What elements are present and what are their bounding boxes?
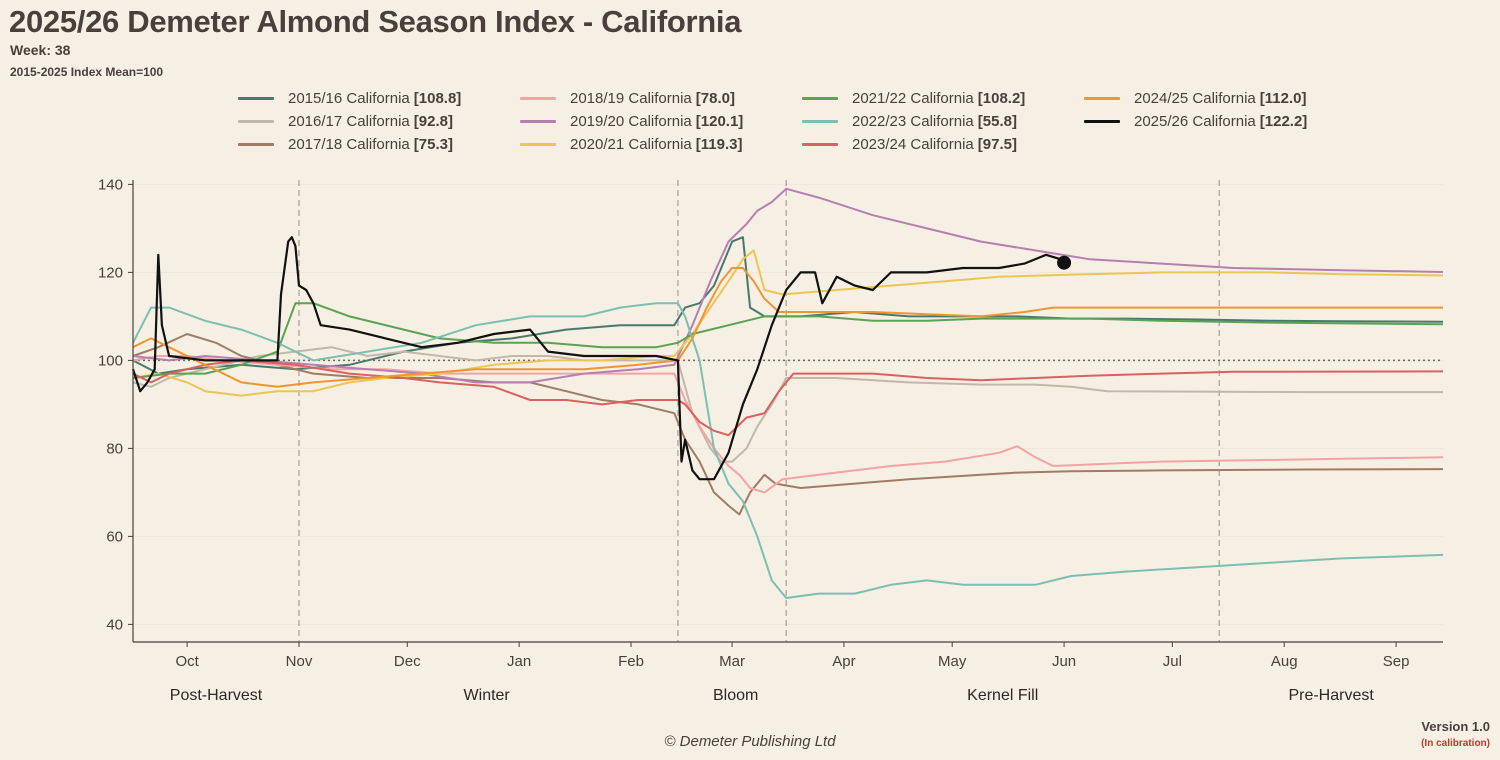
legend-swatch [1084,119,1120,123]
series-line-9 [132,267,1443,388]
phase-label: Bloom [713,687,758,704]
x-tick-label: Aug [1271,653,1298,670]
legend-swatch [802,96,838,100]
legend-swatch [238,119,274,123]
legend-series-name: 2016/17 California [288,112,410,130]
y-tick-label: 100 [98,352,123,369]
legend-series-value: [119.3] [695,135,743,153]
phase-label: Kernel Fill [967,687,1038,704]
chart-title: 2025/26 Demeter Almond Season Index - Ca… [9,4,742,39]
series-line-0 [132,236,1444,375]
x-tick-label: Nov [286,653,313,670]
x-tick-label: Jan [507,653,531,670]
legend-item: 2023/24 California [97.5] [802,133,1017,155]
legend-series-name: 2025/26 California [1134,112,1256,130]
x-tick-label: May [938,653,967,670]
phase-label: Pre-Harvest [1288,687,1374,704]
legend-item: 2022/23 California [55.8] [802,110,1017,132]
legend-series-name: 2019/20 California [570,112,692,130]
legend-swatch [802,142,838,146]
legend-series-value: [55.8] [977,112,1017,130]
legend-item: 2025/26 California [122.2] [1084,110,1307,132]
legend-series-name: 2015/16 California [288,89,410,107]
legend-swatch [520,96,556,100]
x-tick-label: Apr [832,653,855,670]
y-tick-label: 80 [106,440,123,457]
legend: 2015/16 California [108.8] 2016/17 Califor… [238,88,1418,160]
legend-series-name: 2017/18 California [288,135,410,153]
x-tick-label: Jul [1163,653,1182,670]
legend-series-name: 2020/21 California [570,135,692,153]
legend-swatch [802,119,838,123]
x-tick-label: Sep [1383,653,1410,670]
series-line-8 [132,359,1444,437]
legend-series-value: [108.8] [413,89,462,107]
legend-series-value: [78.0] [695,89,735,107]
legend-item: 2015/16 California [108.8] [238,87,461,109]
legend-series-value: [108.2] [977,89,1026,107]
series-line-10 [131,236,1065,481]
legend-item: 2020/21 California [119.3] [520,133,742,155]
legend-swatch [1084,96,1120,100]
index-mean-note: 2015-2025 Index Mean=100 [10,65,164,79]
legend-swatch [520,119,556,123]
legend-swatch [520,142,556,146]
legend-item: 2021/22 California [108.2] [802,87,1025,109]
y-tick-label: 40 [106,616,123,633]
version-label: Version 1.0 [1421,719,1490,734]
series-end-marker [1057,255,1072,270]
legend-series-value: [120.1] [695,112,744,130]
legend-series-name: 2018/19 California [570,89,692,107]
phase-label: Winter [464,687,511,704]
calibration-status: (In calibration) [1421,738,1490,749]
legend-series-value: [75.3] [413,135,453,153]
x-tick-label: Mar [719,653,745,670]
legend-series-value: [112.0] [1259,89,1307,107]
x-tick-label: Dec [394,653,421,670]
x-tick-label: Jun [1052,653,1076,670]
legend-item: 2019/20 California [120.1] [520,110,743,132]
legend-swatch [238,142,274,146]
series-line-3 [132,355,1444,494]
legend-series-value: [97.5] [977,135,1017,153]
y-tick-label: 120 [98,264,123,281]
legend-series-name: 2022/23 California [852,112,974,130]
legend-item: 2018/19 California [78.0] [520,87,735,109]
series-line-4 [132,187,1444,384]
week-label: Week: 38 [10,42,71,58]
y-tick-label: 140 [98,176,123,193]
legend-series-name: 2023/24 California [852,135,974,153]
legend-series-value: [122.2] [1259,112,1308,130]
legend-series-name: 2024/25 California [1134,89,1256,107]
legend-item: 2017/18 California [75.3] [238,133,453,155]
legend-item: 2024/25 California [112.0] [1084,87,1306,109]
legend-series-value: [92.8] [413,112,453,130]
copyright-footer: © Demeter Publishing Ltd [664,733,836,750]
series-line-6 [132,302,1444,379]
legend-item: 2016/17 California [92.8] [238,110,453,132]
series-line-1 [132,346,1443,463]
y-tick-label: 60 [106,528,123,545]
legend-series-name: 2021/22 California [852,89,974,107]
x-tick-label: Feb [618,653,644,670]
phase-label: Post-Harvest [170,687,263,704]
legend-swatch [238,96,274,100]
x-tick-label: Oct [175,653,199,670]
